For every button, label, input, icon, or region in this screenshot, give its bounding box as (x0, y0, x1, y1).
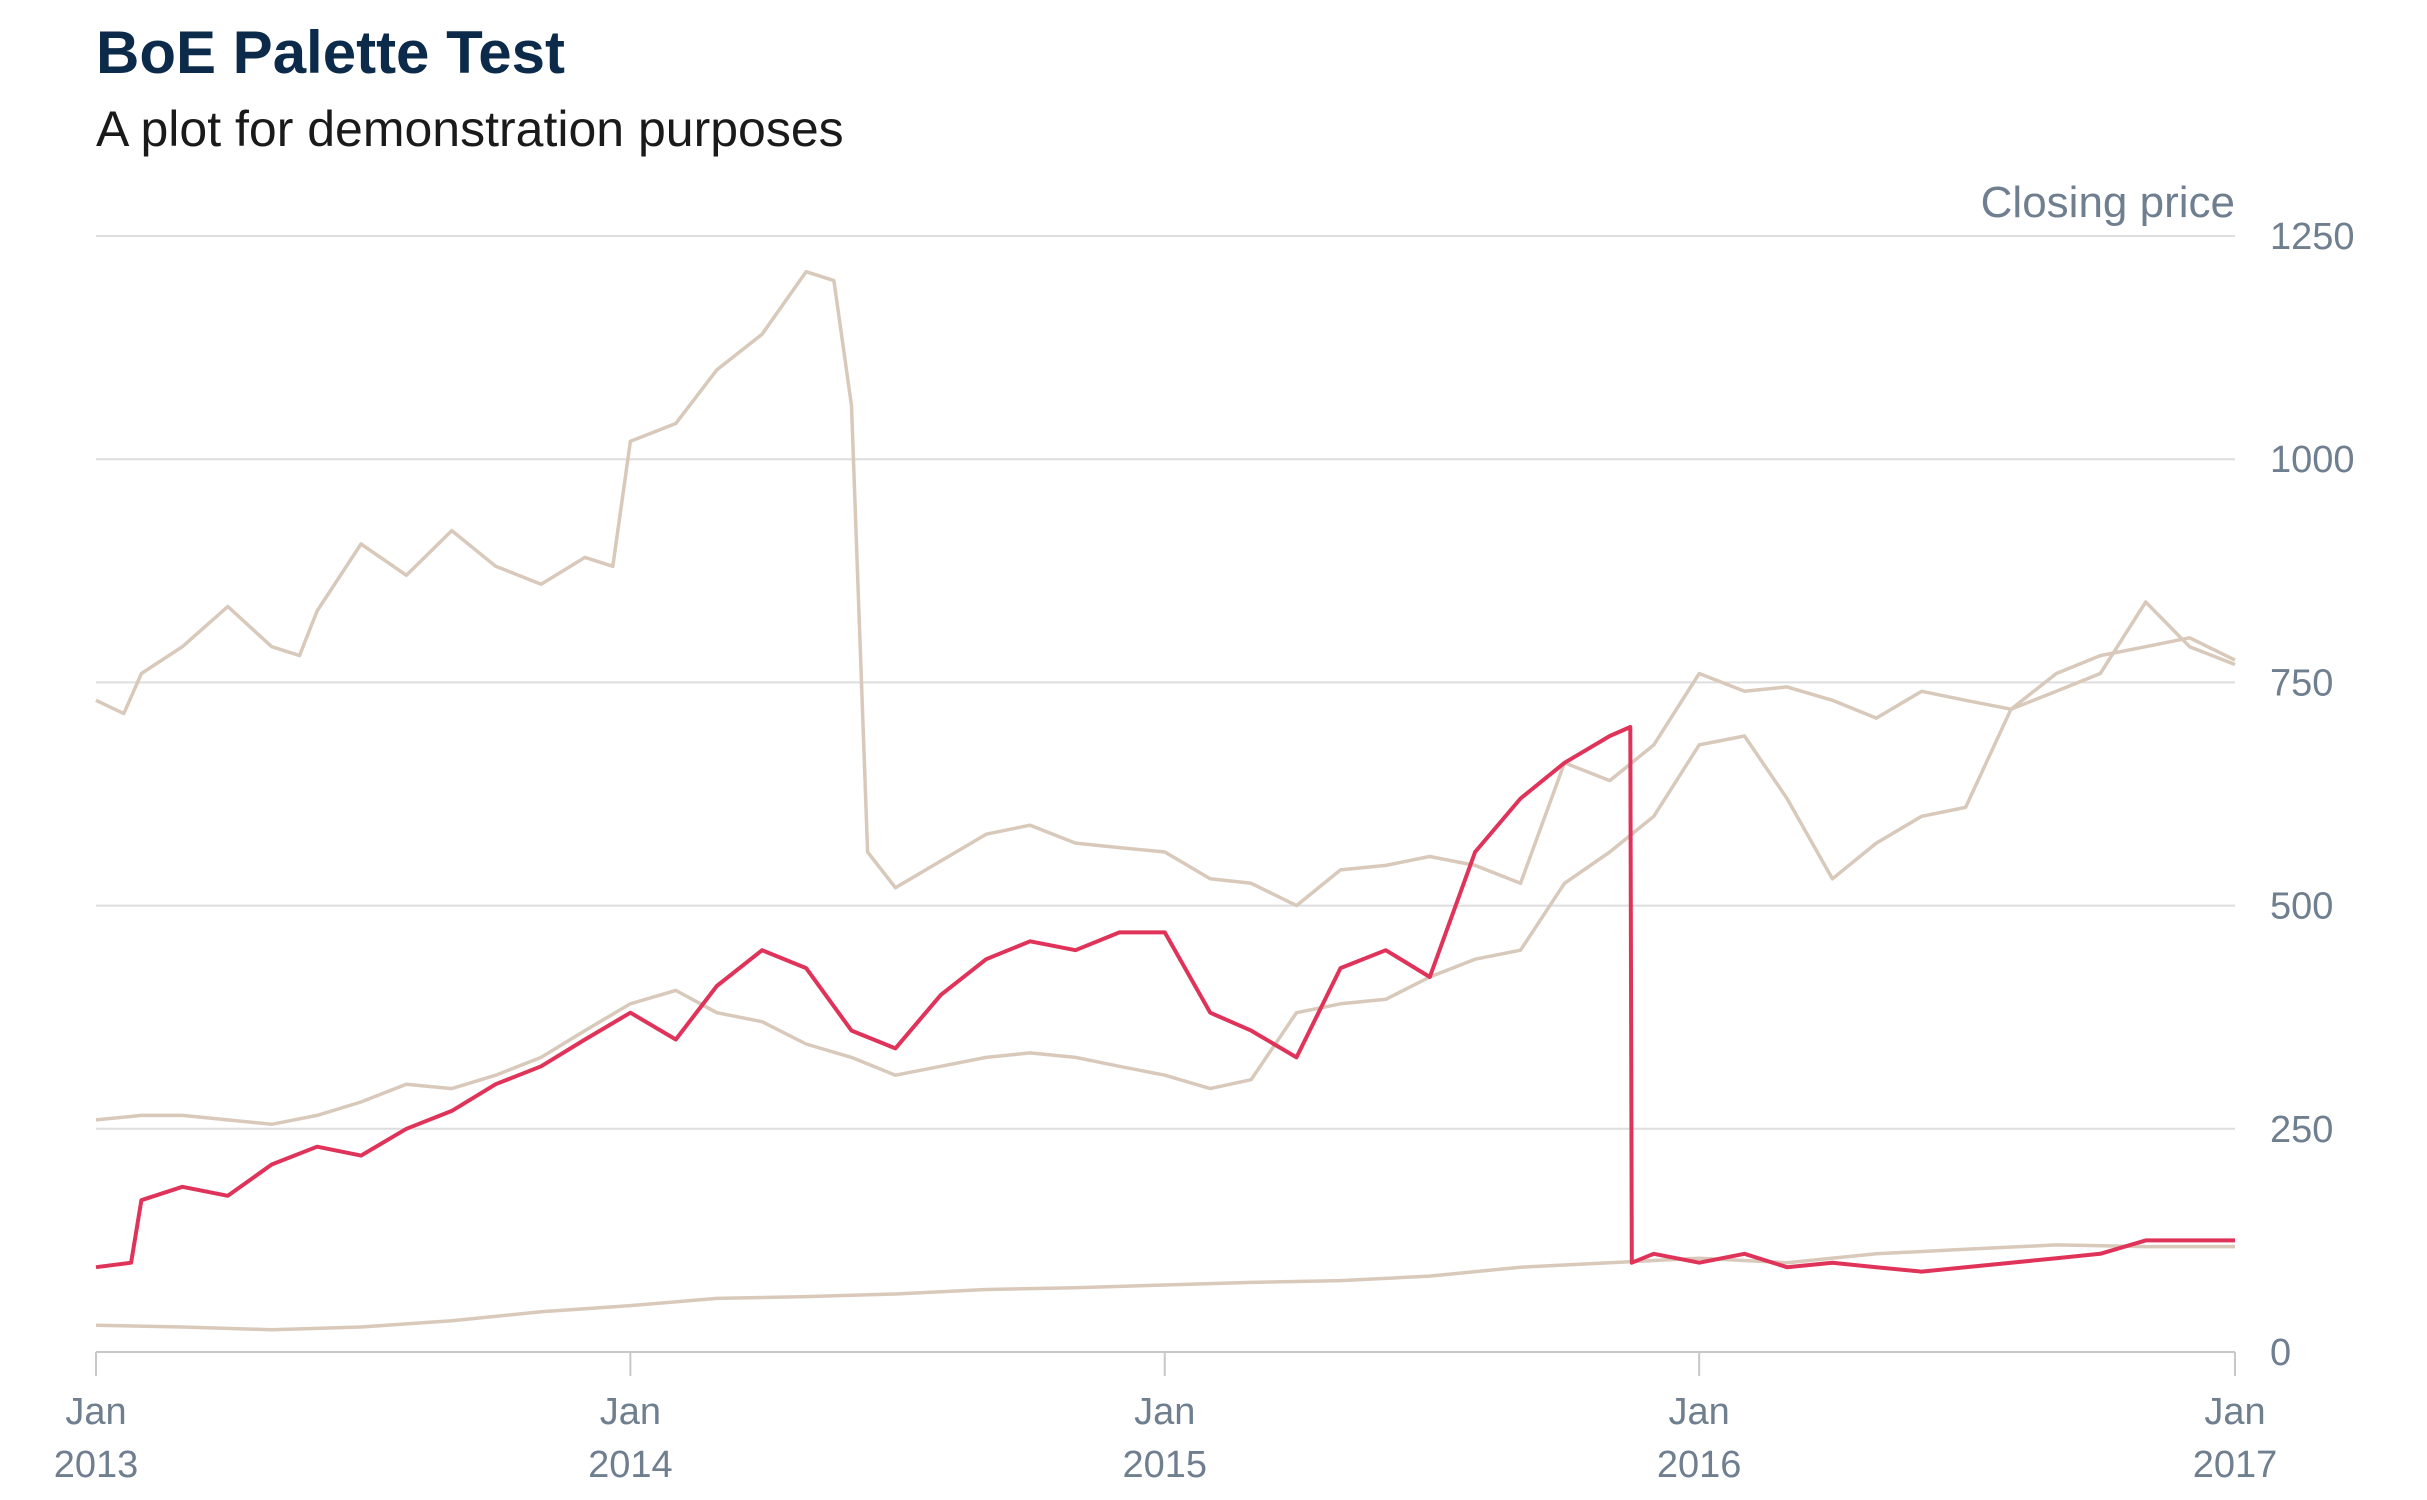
x-tick-year: 2017 (2193, 1444, 2278, 1486)
y-tick-label: 250 (2270, 1109, 2333, 1151)
x-tick-year: 2014 (588, 1444, 673, 1486)
gridlines (96, 235, 2235, 1353)
y-tick-label: 750 (2270, 662, 2333, 704)
axes: 0 250 500 750 1000 1250 Jan 2013 Jan 2014 Jan 2015 J… (54, 216, 2355, 1486)
series-line-highlight (95, 725, 2235, 1274)
y-tick-label: 1250 (2270, 216, 2355, 258)
chart-title: BoE Palette Test (96, 19, 566, 86)
x-tick-month: Jan (65, 1391, 126, 1433)
x-tick-month: Jan (2204, 1391, 2265, 1433)
x-tick-year: 2013 (54, 1444, 139, 1486)
series-line-1 (95, 269, 2236, 908)
chart-subtitle: A plot for demonstration purposes (96, 101, 844, 157)
y-tick-label: 0 (2270, 1332, 2291, 1374)
x-tick-year: 2016 (1657, 1444, 1742, 1486)
x-tick-month: Jan (1134, 1391, 1195, 1433)
y-axis-label: Closing price (1981, 178, 2235, 227)
series-line-2 (95, 600, 2236, 1127)
y-tick-label: 500 (2270, 886, 2333, 928)
series-lines (95, 269, 2236, 1332)
x-tick-month: Jan (600, 1391, 661, 1433)
series-line-3 (95, 1243, 2235, 1332)
x-tick-year: 2015 (1122, 1444, 1207, 1486)
y-tick-label: 1000 (2270, 439, 2355, 481)
x-tick-month: Jan (1669, 1391, 1730, 1433)
